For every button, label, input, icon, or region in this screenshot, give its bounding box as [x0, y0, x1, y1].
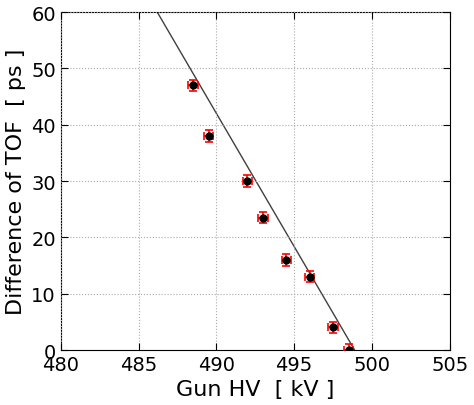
Y-axis label: Difference of TOF  [ ps ]: Difference of TOF [ ps ]: [6, 49, 26, 314]
X-axis label: Gun HV  [ kV ]: Gun HV [ kV ]: [176, 379, 335, 399]
